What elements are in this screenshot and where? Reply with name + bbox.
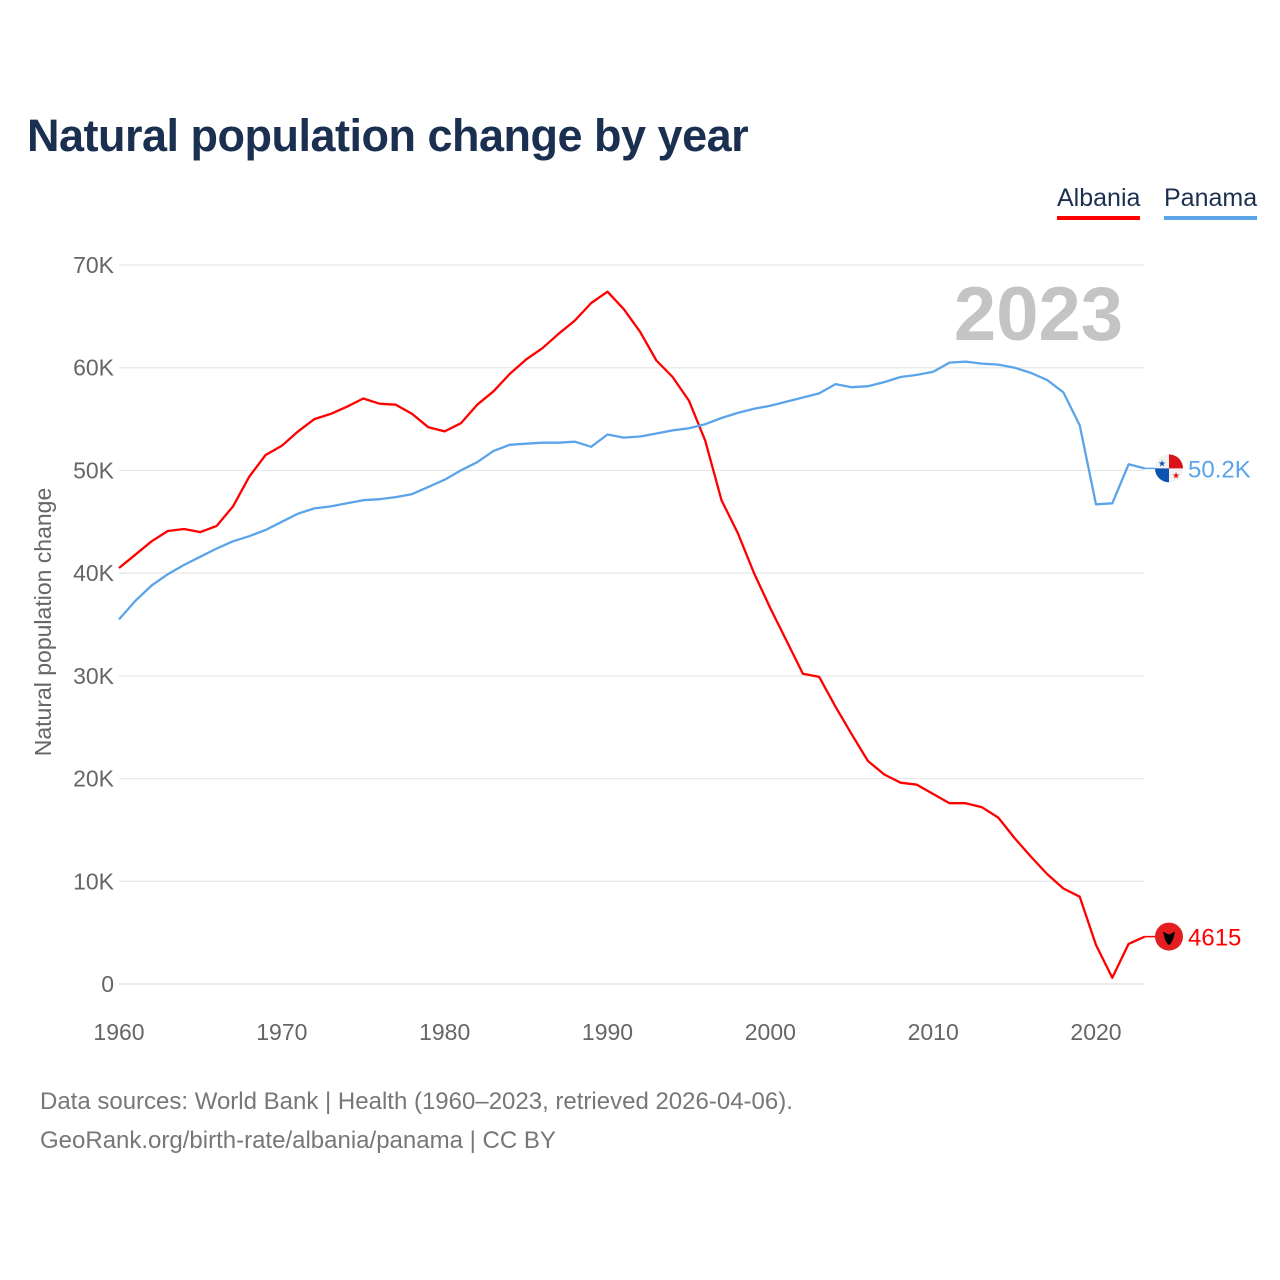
chart-title: Natural population change by year bbox=[27, 110, 749, 161]
series-line-panama bbox=[118, 360, 1146, 621]
legend-item-panama[interactable]: Panama bbox=[1164, 184, 1258, 220]
x-tick-label: 1980 bbox=[419, 1019, 470, 1045]
y-tick-label: 20K bbox=[73, 766, 115, 792]
y-tick-label: 10K bbox=[73, 868, 115, 894]
albania-end-value: 4615 bbox=[1188, 925, 1241, 952]
y-tick-label: 0 bbox=[101, 971, 114, 997]
y-tick-label: 60K bbox=[73, 355, 115, 381]
legend-item-albania[interactable]: Albania bbox=[1057, 184, 1141, 220]
footer-link[interactable]: GeoRank.org/birth-rate/albania/panama | … bbox=[40, 1127, 556, 1154]
year-watermark: 2023 bbox=[954, 272, 1123, 357]
x-tick-label: 2000 bbox=[745, 1019, 796, 1045]
x-tick-label: 2020 bbox=[1070, 1019, 1121, 1045]
x-tick-label: 1990 bbox=[582, 1019, 633, 1045]
y-tick-label: 40K bbox=[73, 560, 115, 586]
albania-flag-icon bbox=[1155, 922, 1183, 951]
y-tick-label: 30K bbox=[73, 663, 115, 689]
y-tick-label: 50K bbox=[73, 457, 115, 483]
panama-end-value: 50.2K bbox=[1188, 456, 1251, 483]
panama-flag-icon: ★★ bbox=[1155, 454, 1183, 483]
y-axis-label: Natural population change bbox=[30, 488, 56, 757]
x-tick-label: 2010 bbox=[908, 1019, 959, 1045]
series-line-albania bbox=[118, 290, 1146, 979]
x-tick-label: 1960 bbox=[93, 1019, 144, 1045]
svg-text:★: ★ bbox=[1172, 470, 1180, 480]
svg-text:★: ★ bbox=[1158, 458, 1166, 468]
footer-sources: Data sources: World Bank | Health (1960–… bbox=[40, 1088, 793, 1115]
x-tick-label: 1970 bbox=[256, 1019, 307, 1045]
y-tick-label: 70K bbox=[73, 252, 115, 278]
